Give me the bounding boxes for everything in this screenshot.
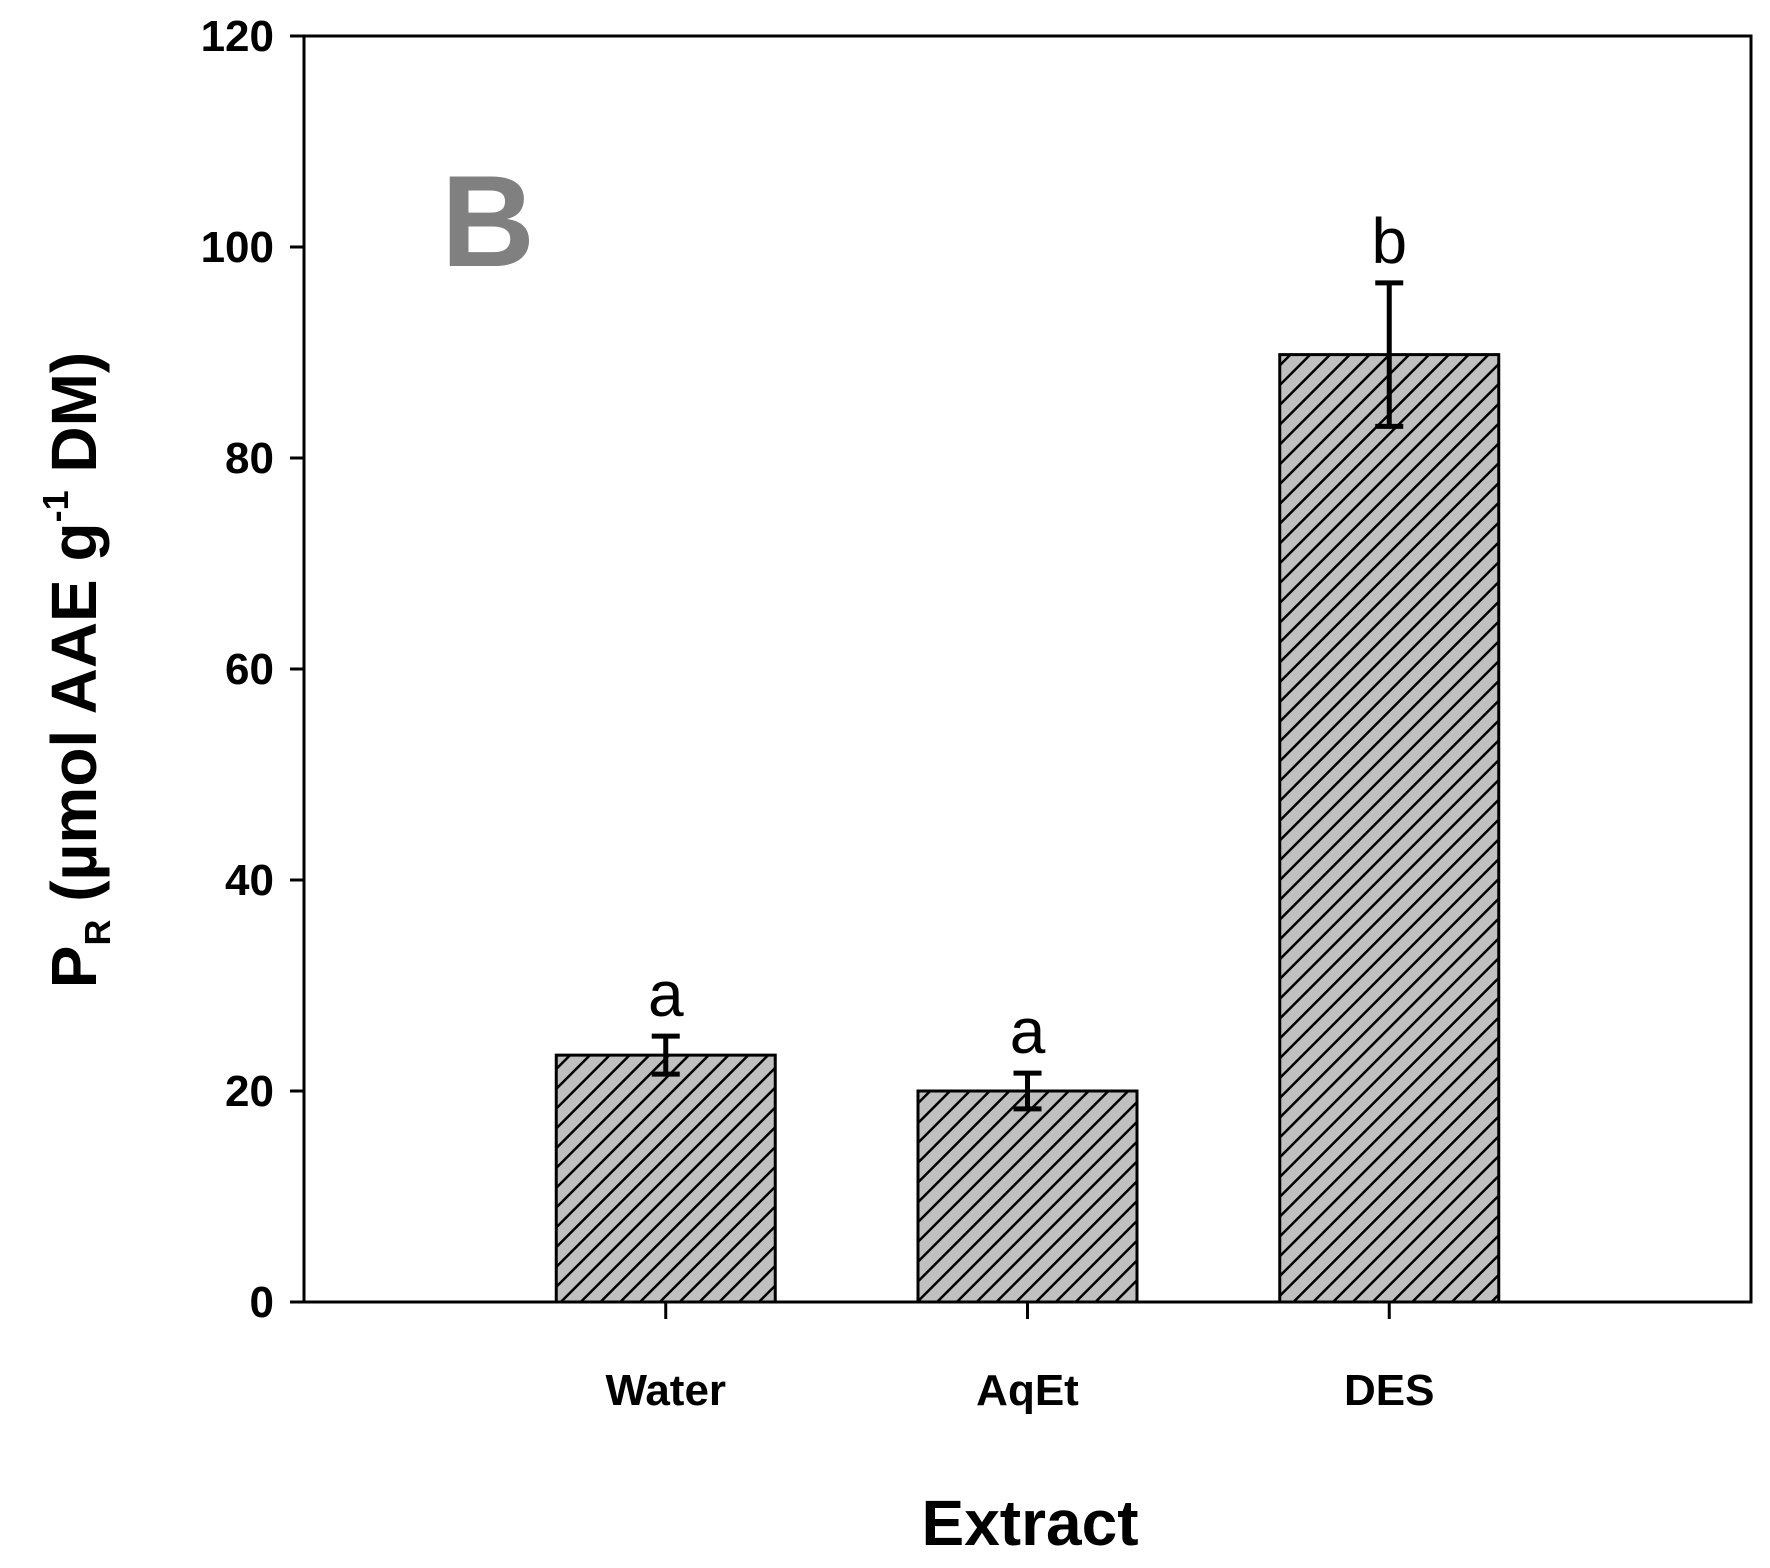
x-tick-label: Water: [605, 1366, 726, 1415]
x-tick-label: AqEt: [976, 1366, 1079, 1415]
y-axis-title-superscript: -1: [35, 490, 76, 522]
y-axis-title-unit-end: DM): [38, 352, 110, 491]
significance-letter: a: [648, 958, 684, 1030]
significance-letter: b: [1371, 205, 1407, 277]
y-tick-label: 120: [201, 12, 274, 61]
x-axis-title: Extract: [922, 1487, 1139, 1559]
y-axis-title: PR (µmol AAE g-1 DM): [35, 352, 118, 988]
y-tick-label: 80: [225, 434, 274, 483]
y-tick-label: 60: [225, 645, 274, 694]
y-axis-title-main: P: [38, 946, 110, 989]
y-tick-label: 20: [225, 1067, 274, 1116]
panel-label: B: [441, 148, 535, 294]
y-tick-label: 0: [250, 1278, 274, 1327]
bar-des: [1278, 353, 1501, 1304]
bar-water: [554, 1053, 777, 1304]
y-tick-label: 100: [201, 223, 274, 272]
x-tick-label: DES: [1344, 1366, 1434, 1415]
bar-aqet: [916, 1089, 1139, 1304]
y-axis-title-subscript: R: [77, 920, 118, 946]
significance-letter: a: [1010, 995, 1046, 1067]
y-axis-title-unit: (µmol AAE g: [38, 522, 110, 919]
y-tick-label: 40: [225, 856, 274, 905]
